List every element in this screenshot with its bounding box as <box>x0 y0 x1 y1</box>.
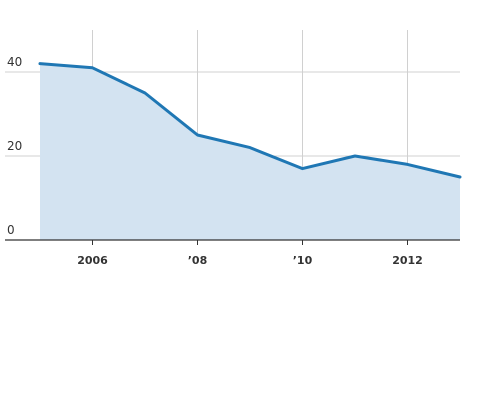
axis-layer <box>5 239 460 245</box>
area-layer <box>40 63 460 240</box>
series-line <box>38 62 462 179</box>
x-tick-label: ’08 <box>188 254 208 267</box>
x-tick-label: 2012 <box>392 254 423 267</box>
x-tick-label: 2006 <box>77 254 108 267</box>
area-fill <box>40 63 460 240</box>
label-layer: 0 20 40 2006 ’08 ’10 2012 <box>7 55 423 267</box>
x-tick-label: ’10 <box>293 254 313 267</box>
y-tick-label: 0 <box>7 223 15 237</box>
y-tick-label: 40 <box>7 55 22 69</box>
line-layer <box>38 62 462 179</box>
y-tick-label: 20 <box>7 139 22 153</box>
